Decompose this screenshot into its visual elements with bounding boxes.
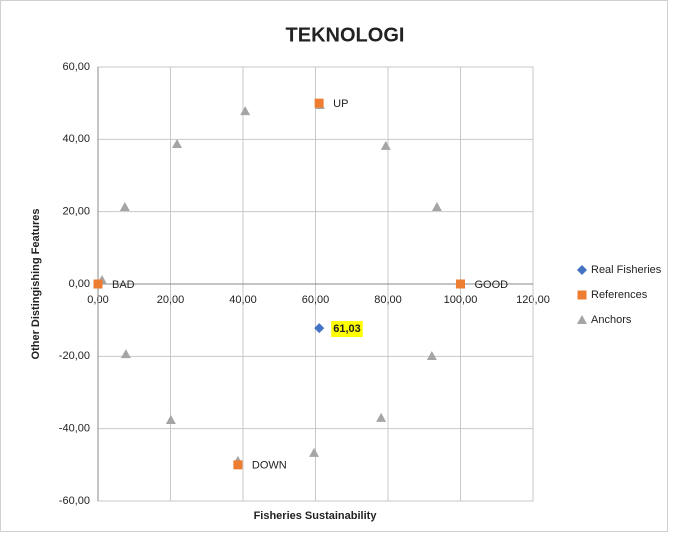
point: [314, 323, 325, 334]
point: [376, 412, 387, 422]
legend-marker: [577, 265, 587, 275]
y-tick-label: -60,00: [59, 495, 90, 507]
point: [233, 460, 243, 470]
point-label: 61,03: [333, 323, 361, 335]
x-axis-label: Fisheries Sustainability: [254, 510, 378, 522]
point-label: UP: [333, 98, 348, 110]
point: [119, 201, 130, 211]
y-tick-label: -20,00: [59, 350, 90, 362]
point-label: BAD: [112, 279, 135, 291]
point: [431, 201, 442, 211]
y-tick-label: 60,00: [62, 61, 90, 73]
label-background: [331, 321, 363, 338]
x-tick-label: 80,00: [374, 294, 402, 306]
point-label: DOWN: [252, 460, 287, 472]
legend-label: Anchors: [591, 314, 632, 326]
legend-label: Real Fisheries: [591, 264, 662, 276]
legend-label: References: [591, 289, 648, 301]
point: [314, 98, 324, 108]
point: [120, 349, 131, 359]
point: [309, 447, 320, 457]
chart-title: TEKNOLOGI: [286, 24, 405, 46]
point: [172, 139, 183, 149]
y-axis-label: Other Distingishing Features: [30, 209, 42, 360]
legend-marker: [577, 315, 587, 324]
y-tick-label: 40,00: [62, 133, 90, 145]
point: [456, 279, 465, 289]
point: [380, 140, 391, 150]
y-tick-label: 20,00: [62, 206, 90, 218]
point: [93, 279, 103, 289]
x-tick-label: 20,00: [157, 294, 185, 306]
x-tick-label: 40,00: [229, 294, 257, 306]
point: [426, 350, 437, 360]
chart-border: [0, 0, 668, 532]
point: [165, 414, 176, 424]
x-tick-label: 60,00: [302, 294, 330, 306]
y-tick-label: 0,00: [69, 278, 90, 290]
y-tick-label: -40,00: [59, 423, 90, 435]
point: [240, 106, 251, 116]
legend-marker: [577, 290, 587, 300]
point-label: GOOD: [475, 279, 509, 291]
x-tick-label: 100,00: [444, 294, 478, 306]
